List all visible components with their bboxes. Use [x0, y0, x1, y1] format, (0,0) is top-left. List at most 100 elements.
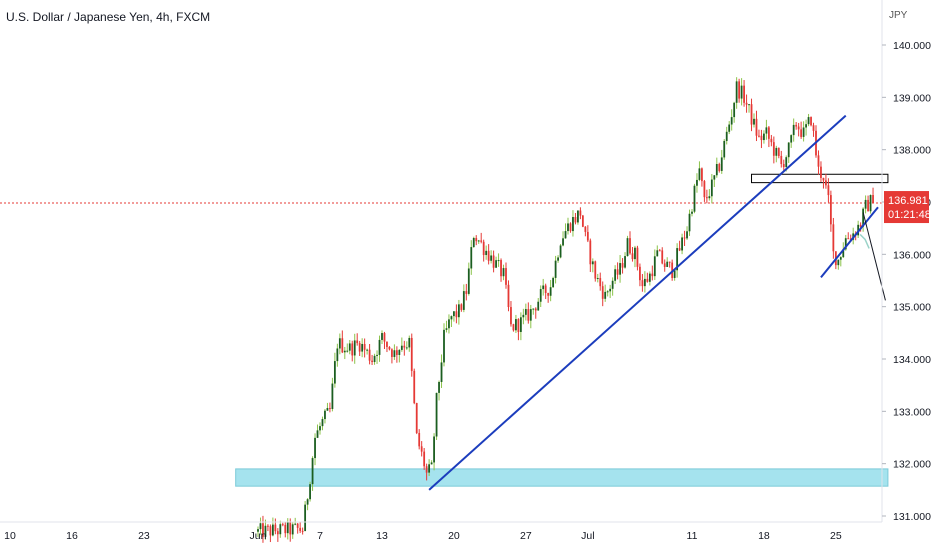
candle-body [281, 524, 284, 526]
candle-body [820, 166, 822, 178]
x-tick-label: 16 [66, 530, 78, 542]
candle-body [363, 343, 366, 350]
ascending-trendline [428, 114, 847, 491]
demand-zone [235, 468, 889, 487]
candle-body [758, 135, 760, 137]
candle-body [767, 127, 770, 139]
candle-body [609, 288, 612, 292]
candle-body [681, 237, 683, 251]
candle-body [291, 524, 294, 535]
x-tick-label: Jun [250, 530, 267, 542]
candle-body [696, 179, 698, 186]
x-tick-label: 25 [830, 530, 842, 542]
candle-body [807, 117, 810, 125]
candle-body [782, 164, 785, 168]
candle-body [324, 410, 326, 420]
candle-body [832, 224, 835, 252]
candle-body [842, 249, 845, 258]
candle-body [624, 256, 626, 268]
candle-body [480, 240, 483, 242]
candle-body [358, 343, 361, 352]
candle-body [485, 250, 488, 256]
candle-body [492, 255, 495, 268]
candle-body [829, 195, 832, 225]
candle-body [482, 241, 485, 256]
candle-body [658, 250, 661, 252]
candle-body [507, 284, 510, 308]
candle-body [698, 168, 701, 180]
candle-body [490, 255, 493, 261]
candle-body [378, 339, 381, 355]
candle-body [730, 117, 733, 125]
candle-body [728, 124, 731, 132]
candle-body [611, 280, 614, 289]
candle-body [599, 278, 602, 287]
candle-body [515, 319, 517, 331]
candle-body [413, 370, 416, 404]
candle-body [351, 343, 354, 356]
candle-body [443, 329, 445, 363]
time-axis[interactable]: 10 16 23 Jun 7 13 20 27 Jul 11 18 25 [4, 530, 842, 542]
candle-body [376, 354, 378, 356]
candle-body [475, 237, 478, 242]
zone-layer [235, 173, 889, 487]
candle-body [510, 307, 512, 325]
candle-body [381, 333, 383, 340]
candle-body [433, 436, 435, 463]
candle-body [651, 273, 654, 277]
candle-body [701, 168, 703, 182]
y-tick-label: 134.000 [893, 354, 931, 366]
candle-body [676, 248, 679, 271]
candle-body [346, 350, 349, 352]
candle-body [470, 247, 473, 269]
candle-body [753, 118, 755, 125]
candle-body [683, 237, 686, 239]
candle-body [393, 350, 396, 357]
candle-body [641, 280, 644, 287]
candle-body [338, 338, 341, 349]
candle-body [619, 263, 621, 275]
candle-body [713, 175, 716, 180]
candle-body [859, 224, 862, 227]
candle-body [361, 343, 364, 352]
candle-body [562, 238, 564, 246]
x-tick-label: 10 [4, 530, 16, 542]
rising-wedge-line [820, 206, 879, 278]
candles-layer [257, 77, 874, 543]
candle-body [777, 147, 780, 156]
candle-body [748, 104, 750, 106]
x-tick-label: Jul [581, 530, 594, 542]
candle-body [304, 504, 307, 532]
candle-body [725, 131, 728, 141]
candle-body [686, 231, 688, 239]
candle-body [790, 135, 793, 143]
candle-body [336, 348, 339, 362]
candle-body [760, 135, 763, 141]
candle-body [356, 340, 359, 344]
candle-body [262, 523, 264, 537]
candle-body [691, 211, 693, 214]
candle-body [311, 458, 314, 485]
candle-body [705, 197, 708, 199]
candle-body [750, 104, 753, 125]
candle-body [614, 269, 617, 281]
candle-body [276, 531, 279, 535]
bar-countdown: 01:21:48 [888, 209, 931, 221]
candle-body [554, 260, 557, 278]
candle-body [296, 523, 299, 528]
candle-body [586, 231, 589, 241]
candle-body [371, 360, 373, 363]
candle-body [455, 311, 458, 318]
candle-body [579, 210, 582, 216]
candle-body [572, 217, 574, 232]
candle-body [329, 408, 331, 410]
candle-body [584, 226, 587, 232]
candle-body [532, 308, 535, 310]
candle-body [656, 250, 659, 257]
candle-body [634, 247, 636, 260]
candle-body [542, 285, 545, 290]
candle-body [708, 196, 711, 199]
candle-body [264, 525, 267, 537]
candle-body [653, 256, 656, 277]
